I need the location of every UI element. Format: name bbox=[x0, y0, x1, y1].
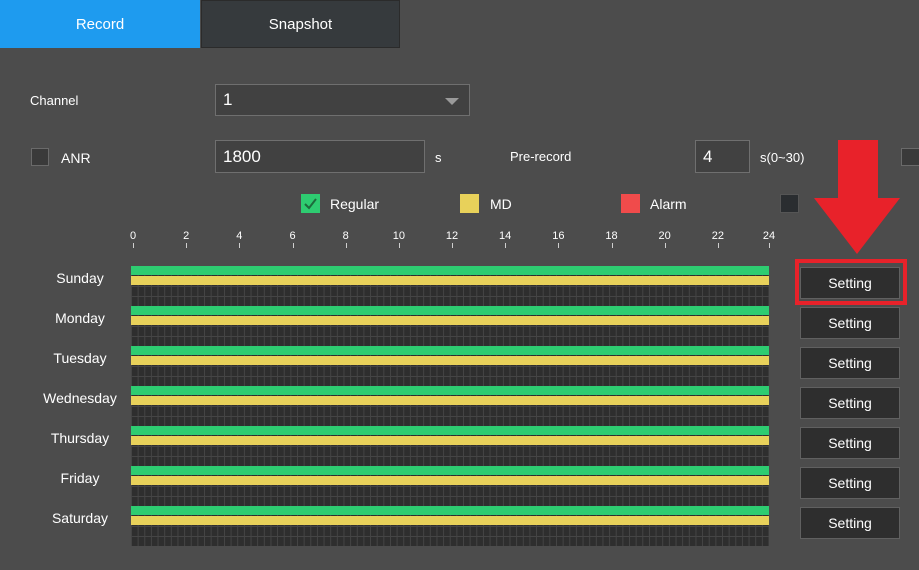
tick-label: 4 bbox=[236, 230, 243, 242]
tick-mark bbox=[186, 243, 188, 248]
day-timeline[interactable] bbox=[131, 346, 769, 386]
channel-value: 1 bbox=[223, 90, 233, 109]
anr-input[interactable]: 1800 bbox=[215, 140, 425, 173]
channel-select[interactable]: 1 bbox=[215, 84, 470, 116]
md-bar bbox=[131, 436, 769, 445]
prerecord-input[interactable]: 4 bbox=[695, 140, 750, 173]
prerecord-unit: s(0~30) bbox=[760, 150, 805, 165]
day-label: Monday bbox=[55, 310, 105, 326]
tick-label: 24 bbox=[762, 230, 776, 242]
anr-value: 1800 bbox=[223, 146, 261, 166]
day-timeline[interactable] bbox=[131, 506, 769, 546]
chevron-down-icon bbox=[445, 98, 459, 105]
day-timeline[interactable] bbox=[131, 266, 769, 306]
prerecord-value: 4 bbox=[703, 146, 713, 166]
setting-button[interactable]: Setting bbox=[800, 307, 900, 339]
tick-mark bbox=[611, 243, 613, 248]
regular-bar bbox=[131, 386, 769, 395]
tab-record[interactable]: Record bbox=[0, 0, 200, 48]
regular-checkbox[interactable] bbox=[301, 194, 320, 213]
md-bar bbox=[131, 356, 769, 365]
tick-label: 8 bbox=[342, 230, 349, 242]
day-label: Tuesday bbox=[53, 350, 107, 366]
day-label: Saturday bbox=[51, 510, 109, 526]
day-label: Wednesday bbox=[43, 390, 117, 406]
day-timeline[interactable] bbox=[131, 306, 769, 346]
setting-button[interactable]: Setting bbox=[800, 347, 900, 379]
tick-mark bbox=[133, 243, 134, 248]
tick-mark bbox=[664, 243, 666, 248]
day-timeline[interactable] bbox=[131, 426, 769, 466]
legend-alarm-label: Alarm bbox=[650, 196, 687, 212]
setting-button[interactable]: Setting bbox=[800, 427, 900, 459]
tick-label: 0 bbox=[129, 230, 137, 242]
tick-mark bbox=[717, 243, 719, 248]
tick-label: 16 bbox=[552, 230, 565, 242]
check-icon bbox=[304, 198, 317, 210]
regular-bar bbox=[131, 506, 769, 515]
regular-bar bbox=[131, 426, 769, 435]
tick-label: 22 bbox=[711, 230, 724, 242]
day-timeline[interactable] bbox=[131, 386, 769, 426]
setting-button[interactable]: Setting bbox=[800, 267, 900, 299]
anr-checkbox[interactable] bbox=[31, 148, 49, 166]
alarm-checkbox[interactable] bbox=[621, 194, 640, 213]
regular-bar bbox=[131, 466, 769, 475]
tick-label: 12 bbox=[445, 230, 459, 242]
md-bar bbox=[131, 516, 769, 525]
highlight-box bbox=[795, 259, 907, 305]
other-checkbox[interactable] bbox=[780, 194, 799, 213]
tick-mark bbox=[452, 243, 453, 248]
setting-button[interactable]: Setting bbox=[800, 467, 900, 499]
tick-mark bbox=[769, 243, 770, 248]
md-bar bbox=[131, 476, 769, 485]
day-label: Friday bbox=[60, 470, 100, 486]
setting-button[interactable]: Setting bbox=[800, 507, 900, 539]
day-label: Thursday bbox=[50, 430, 110, 446]
arrow-down-icon bbox=[814, 140, 900, 254]
tick-mark bbox=[239, 243, 241, 248]
setting-button[interactable]: Setting bbox=[800, 387, 900, 419]
legend-md-label: MD bbox=[490, 196, 512, 212]
md-checkbox[interactable] bbox=[460, 194, 479, 213]
tick-mark bbox=[398, 243, 400, 248]
day-label: Sunday bbox=[56, 270, 104, 286]
md-bar bbox=[131, 316, 769, 325]
tick-mark bbox=[292, 243, 294, 248]
legend-regular-label: Regular bbox=[330, 196, 380, 212]
tick-mark bbox=[505, 243, 507, 248]
tick-label: 2 bbox=[183, 230, 190, 242]
regular-bar bbox=[131, 266, 769, 275]
md-bar bbox=[131, 276, 769, 285]
tick-label: 6 bbox=[289, 230, 296, 242]
tick-mark bbox=[558, 243, 560, 248]
tick-label: 18 bbox=[605, 230, 618, 242]
tick-label: 14 bbox=[499, 230, 512, 242]
regular-bar bbox=[131, 346, 769, 355]
prerecord-label: Pre-record bbox=[510, 149, 572, 164]
channel-label: Channel bbox=[30, 93, 79, 108]
tick-label: 20 bbox=[658, 230, 671, 242]
tick-mark bbox=[345, 243, 347, 248]
tab-snapshot[interactable]: Snapshot bbox=[201, 0, 400, 48]
day-timeline[interactable] bbox=[131, 466, 769, 506]
anr-unit: s bbox=[435, 150, 442, 165]
tick-label: 10 bbox=[392, 230, 405, 242]
regular-bar bbox=[131, 306, 769, 315]
extra-checkbox[interactable] bbox=[901, 148, 919, 166]
md-bar bbox=[131, 396, 769, 405]
anr-label: ANR bbox=[61, 150, 91, 166]
